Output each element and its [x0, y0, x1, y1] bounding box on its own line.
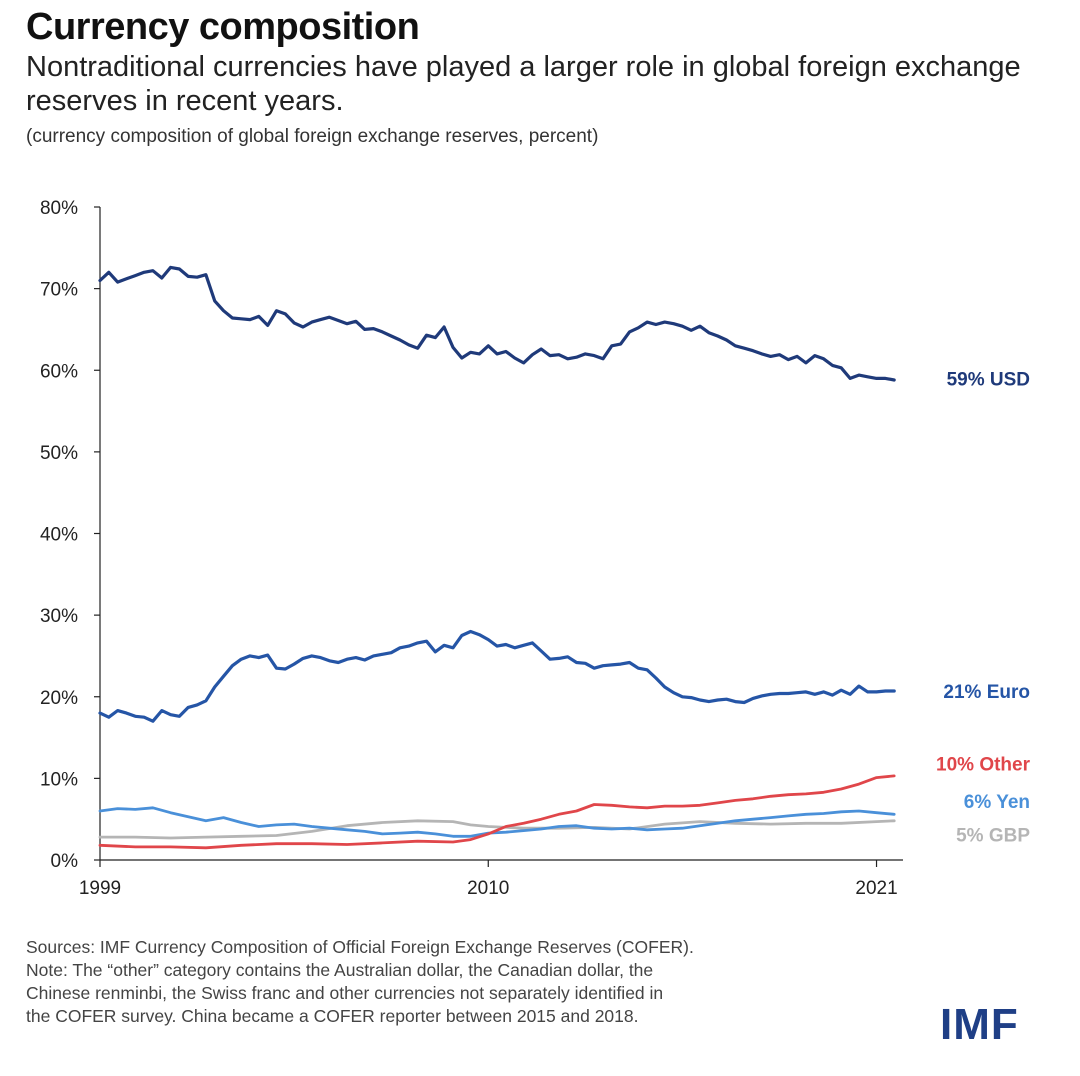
- y-tick-label: 40%: [40, 525, 78, 546]
- y-tick-label: 0%: [51, 851, 79, 872]
- y-tick-label: 50%: [40, 443, 78, 464]
- series-line-euro: [98, 629, 896, 723]
- series-line-gbp: [98, 819, 896, 840]
- y-tick-label: 30%: [40, 606, 78, 627]
- x-tick-label: 2010: [467, 878, 509, 899]
- line-chart: 0%10%20%30%40%50%60%70%80% 1999 2010 2021 …: [40, 198, 1031, 899]
- y-tick-label: 10%: [40, 769, 78, 790]
- chart-title: Currency composition: [26, 6, 420, 48]
- x-axis: 1999 2010 2021: [79, 859, 903, 899]
- end-label-usd: 59% USD: [947, 369, 1030, 390]
- end-label-yen: 6% Yen: [964, 792, 1030, 813]
- series-line-usd: [98, 265, 896, 382]
- series-end-labels: 59% USD 21% Euro 10% Other 6% Yen 5% GBP: [936, 369, 1031, 846]
- imf-logo: IMF: [940, 1000, 1019, 1049]
- sources-line: Note: The “other” category contains the …: [26, 960, 654, 980]
- chart-subtitle: Nontraditional currencies have played a …: [26, 51, 1021, 117]
- y-tick-label: 70%: [40, 280, 78, 301]
- y-tick-label: 20%: [40, 688, 78, 709]
- series-line-other: [98, 774, 896, 850]
- x-tick-label: 1999: [79, 878, 121, 899]
- end-label-other: 10% Other: [936, 755, 1031, 776]
- sources-line: Chinese renminbi, the Swiss franc and ot…: [26, 983, 664, 1003]
- y-tick-label: 80%: [40, 198, 78, 219]
- end-label-euro: 21% Euro: [943, 682, 1030, 703]
- sources-note: Sources: IMF Currency Composition of Off…: [26, 936, 926, 1028]
- series-lines: [98, 265, 896, 850]
- y-axis: 0% 10% 20% 30% 40% 50% 60% 70% 80%: [40, 198, 101, 872]
- x-tick-label: 2021: [855, 878, 897, 899]
- series-line-yen: [98, 806, 896, 838]
- y-tick-label: 60%: [40, 361, 78, 382]
- sources-line: the COFER survey. China became a COFER r…: [26, 1006, 639, 1026]
- end-label-gbp: 5% GBP: [956, 826, 1030, 847]
- chart-units-note: (currency composition of global foreign …: [26, 126, 599, 147]
- sources-line: Sources: IMF Currency Composition of Off…: [26, 937, 694, 957]
